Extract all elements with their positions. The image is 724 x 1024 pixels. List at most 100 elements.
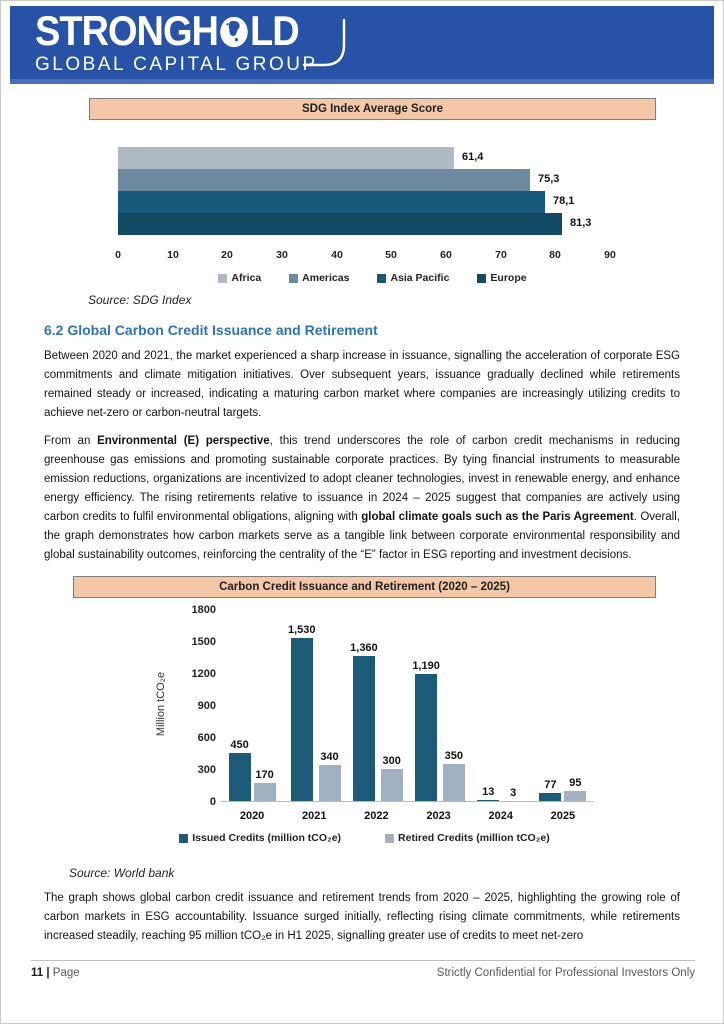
carbon-plot-area: Million tCO₂e 0 300 600 900 1200 1500 1800 450… — [73, 604, 656, 822]
brand-wordmark: STRONGH LD GLOBAL CAPITAL GROUP — [35, 10, 318, 77]
sdg-axis-tick: 80 — [549, 249, 561, 261]
carbon-chart: Carbon Credit Issuance and Retirement (2… — [73, 576, 656, 844]
legend-swatch-icon — [289, 273, 299, 283]
confidentiality-notice: Strictly Confidential for Professional I… — [436, 967, 695, 979]
issued-bar — [228, 753, 251, 801]
sdg-axis-tick: 0 — [115, 249, 121, 261]
sdg-bar-row: 81,3 — [118, 213, 656, 235]
sdg-bar — [118, 213, 562, 235]
sdg-axis-tick: 70 — [495, 249, 507, 261]
bar-column: 3 — [502, 787, 524, 801]
sdg-bar-row: 61,4 — [118, 147, 656, 169]
legend-label: Africa — [231, 272, 262, 284]
carbon-source: Source: World bank — [69, 866, 175, 880]
sdg-axis-tick: 20 — [221, 249, 233, 261]
retired-bar — [564, 791, 587, 801]
retired-bar — [318, 765, 341, 801]
bar-group: 1,360 300 — [345, 609, 407, 801]
carbon-y-tick: 600 — [197, 732, 216, 744]
bar-group: 450 170 — [221, 609, 283, 801]
carbon-x-tick: 2023 — [426, 810, 451, 822]
bar-column: 450 — [228, 739, 251, 801]
bar-value-label: 95 — [569, 777, 582, 789]
page-number-label: 11 | Page — [31, 967, 80, 979]
sdg-axis-tick: 90 — [604, 249, 616, 261]
issued-bar — [415, 674, 438, 801]
carbon-y-tick: 900 — [197, 700, 216, 712]
carbon-y-tick: 0 — [209, 796, 216, 808]
sdg-axis-tick: 50 — [385, 249, 397, 261]
bar-column: 1,360 — [350, 642, 378, 801]
sdg-bar-value: 61,4 — [462, 151, 484, 163]
sdg-source: Source: SDG Index — [88, 293, 192, 307]
legend-label: Americas — [302, 272, 350, 284]
sdg-bar — [118, 147, 454, 169]
issued-bar — [352, 656, 375, 801]
sdg-legend-item: Europe — [477, 272, 527, 284]
bar-column: 1,530 — [288, 624, 316, 801]
bar-group: 1,530 340 — [283, 609, 345, 801]
carbon-groups: 450 170 1,530 340 1,360 300 1,190 350 13 3 77 95 — [221, 609, 594, 802]
retired-bar — [253, 783, 276, 801]
bar-column: 300 — [380, 755, 403, 801]
footer-separator: | — [46, 967, 50, 979]
paragraph-2: From an Environmental (E) perspective, t… — [44, 435, 680, 561]
brand-text-post: LD — [250, 8, 300, 56]
sdg-axis-tick: 60 — [440, 249, 452, 261]
carbon-x-tick: 2022 — [364, 810, 389, 822]
header-accent-strip — [10, 79, 714, 84]
sdg-axis-tick: 30 — [276, 249, 288, 261]
issued-bar — [539, 793, 562, 801]
sdg-bar-value: 81,3 — [570, 217, 592, 229]
sdg-bar-value: 75,3 — [538, 173, 560, 185]
bar-value-label: 300 — [382, 755, 401, 767]
header-banner: STRONGH LD GLOBAL CAPITAL GROUP — [10, 6, 714, 79]
carbon-x-axis: 2020 2021 2022 2023 2024 2025 — [221, 805, 594, 822]
carbon-x-tick: 2020 — [239, 810, 265, 822]
carbon-y-tick: 300 — [197, 764, 216, 776]
carbon-y-tick: 1500 — [191, 636, 216, 648]
page-footer: 11 | Page Strictly Confidential for Prof… — [31, 960, 695, 979]
logo-curve-decoration — [302, 18, 346, 67]
brand-subtitle: GLOBAL CAPITAL GROUP — [35, 54, 318, 75]
carbon-legend-item: Retired Credits (million tCO₂e) — [385, 832, 550, 844]
carbon-y-tick: 1800 — [191, 604, 216, 616]
bar-value-label: 3 — [510, 787, 517, 799]
bar-value-label: 340 — [320, 751, 339, 763]
bar-column: 350 — [442, 750, 465, 801]
sdg-legend-item: Africa — [218, 272, 261, 284]
sdg-chart-title: SDG Index Average Score — [89, 98, 656, 120]
page-number: 11 — [31, 967, 44, 979]
sdg-plot: 61,4 75,3 78,1 81,3 — [118, 147, 656, 235]
sdg-legend-item: Asia Pacific — [377, 272, 449, 284]
brand-line1: STRONGH LD — [35, 10, 318, 54]
sdg-bar-row: 78,1 — [118, 191, 656, 213]
paragraph-1: Between 2020 and 2021, the market experi… — [44, 350, 680, 419]
bar-column: 95 — [564, 777, 587, 801]
bar-group: 13 3 — [470, 609, 532, 801]
bar-value-label: 77 — [544, 779, 557, 791]
sdg-axis-tick: 40 — [331, 249, 343, 261]
bar-group: 1,190 350 — [408, 609, 470, 801]
legend-label: Europe — [490, 272, 527, 284]
legend-swatch-icon — [179, 833, 189, 843]
sdg-axis-tick: 10 — [167, 249, 179, 261]
legend-label: Asia Pacific — [390, 272, 450, 284]
bar-column: 1,190 — [412, 660, 440, 801]
section-heading: 6.2 Global Carbon Credit Issuance and Re… — [44, 322, 378, 338]
bar-value-label: 1,190 — [412, 660, 440, 672]
sdg-bar-value: 78,1 — [553, 195, 575, 207]
sdg-axis: 0 10 20 30 40 50 60 70 80 90 — [115, 249, 656, 263]
bar-column: 170 — [253, 769, 276, 801]
carbon-y-axis-label: Million tCO₂e — [155, 671, 167, 737]
bar-value-label: 1,360 — [350, 642, 378, 654]
page-word: Page — [52, 967, 80, 979]
legend-swatch-icon — [218, 273, 228, 283]
carbon-chart-title: Carbon Credit Issuance and Retirement (2… — [73, 576, 656, 598]
carbon-x-tick: 2025 — [550, 810, 576, 822]
bar-group: 77 95 — [532, 609, 594, 801]
carbon-x-tick: 2021 — [302, 810, 327, 822]
legend-swatch-icon — [377, 273, 387, 283]
issued-bar — [477, 800, 500, 801]
